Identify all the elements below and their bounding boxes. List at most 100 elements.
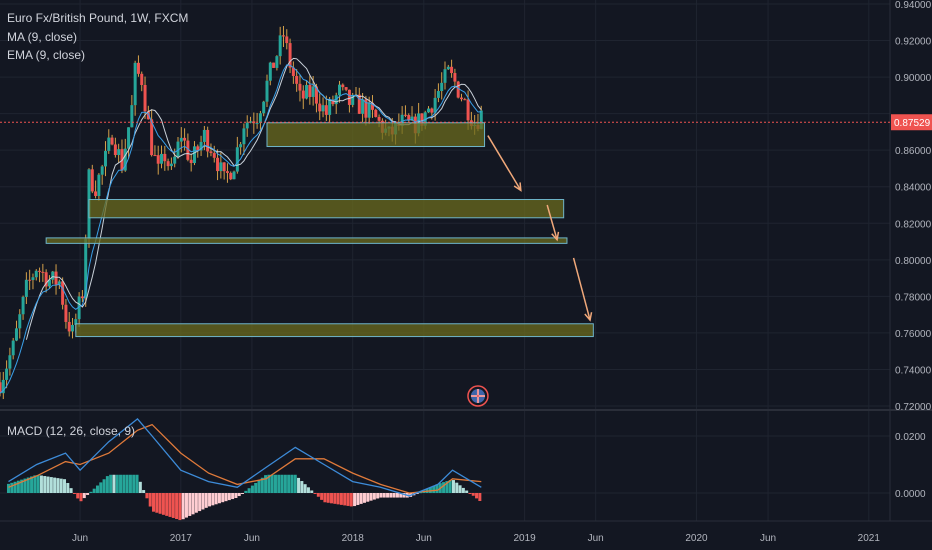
candle [113,144,117,156]
macd-bar [231,493,235,500]
macd-bar [290,474,294,493]
macd-bar [336,493,340,505]
candle [338,84,342,96]
candle [206,129,210,152]
macd-bar [475,493,479,499]
macd-bar [184,493,188,518]
macd-bar [478,493,482,501]
candle [347,89,351,105]
macd-bar [138,481,142,493]
macd-bar [201,493,205,510]
macd-bar [204,493,208,508]
macd-bar [372,493,376,500]
macd-bar [63,479,67,493]
macd-bar [128,474,132,493]
macd-bar [399,493,403,498]
macd-bar [250,485,254,493]
macd-bar [264,475,268,493]
candle [427,108,431,113]
price-tick-label: 0.78000 [895,292,932,303]
candle [136,62,140,74]
candle [166,161,170,167]
candle [291,67,295,76]
candle [285,36,289,44]
macd-bar [343,493,347,506]
macd-bar [181,493,185,520]
macd-bar [362,493,366,503]
candle [74,319,78,325]
macd-bar [145,493,149,499]
candle [41,271,45,273]
macd-tick-label: 0.0000 [895,489,926,500]
candle [186,140,190,160]
macd-bar [92,488,96,493]
candle [225,171,229,173]
macd-legend[interactable]: MACD (12, 26, close, 9) [7,424,136,438]
candle [351,94,355,105]
macd-bar [379,493,383,498]
macd-bar [376,493,380,499]
candle [430,108,434,113]
candle [71,324,75,332]
candle [262,101,266,114]
macd-bar [346,493,350,506]
candle [64,304,68,322]
candle [14,328,18,341]
macd-bar [175,493,179,520]
candle [100,166,104,175]
candle [436,91,440,98]
macd-bar [359,493,363,504]
candle [275,56,279,68]
time-tick-label: Jun [416,533,432,544]
macd-bar [353,493,357,507]
candle [28,279,32,281]
macd-bar [366,493,370,502]
time-tick-label: Jun [760,533,776,544]
candle [400,114,404,126]
candle [301,90,305,99]
support-zone [88,199,565,219]
candle [377,116,381,121]
macd-bar [386,493,390,498]
candle [311,86,315,97]
macd-bar [211,493,215,506]
macd-bar [79,493,83,502]
macd-bar [323,493,327,503]
candle [163,153,167,162]
current-price-tag-bg [891,114,932,131]
candle [295,75,299,84]
candle [90,169,94,192]
macd-bar [300,481,304,493]
macd-bar [395,493,399,498]
candle [61,281,65,305]
macd-bar [115,474,119,493]
price-tick-label: 0.92000 [895,37,932,48]
candle [199,141,203,151]
macd-bar [293,474,297,493]
macd-bar [468,493,472,494]
macd-bar [273,474,277,493]
ema-legend[interactable]: EMA (9, close) [7,48,86,62]
symbol-title[interactable]: Euro Fx/British Pound, 1W, FXCM [7,11,189,25]
macd-bar [30,476,34,493]
candle [1,379,5,394]
macd-bar [402,493,406,498]
macd-bar [119,474,123,493]
macd-bar [36,474,40,493]
macd-bar [39,475,43,493]
macd-histogram [6,474,482,521]
price-tick-label: 0.84000 [895,183,932,194]
candle [80,296,84,299]
candle [305,84,309,99]
candle [450,66,454,74]
ma-legend[interactable]: MA (9, close) [7,30,78,44]
candle [133,62,137,106]
candle [341,84,345,88]
candle [57,281,61,285]
candle [235,147,239,172]
macd-bar [56,478,60,493]
time-tick-label: Jun [72,533,88,544]
macd-bar [178,493,182,521]
